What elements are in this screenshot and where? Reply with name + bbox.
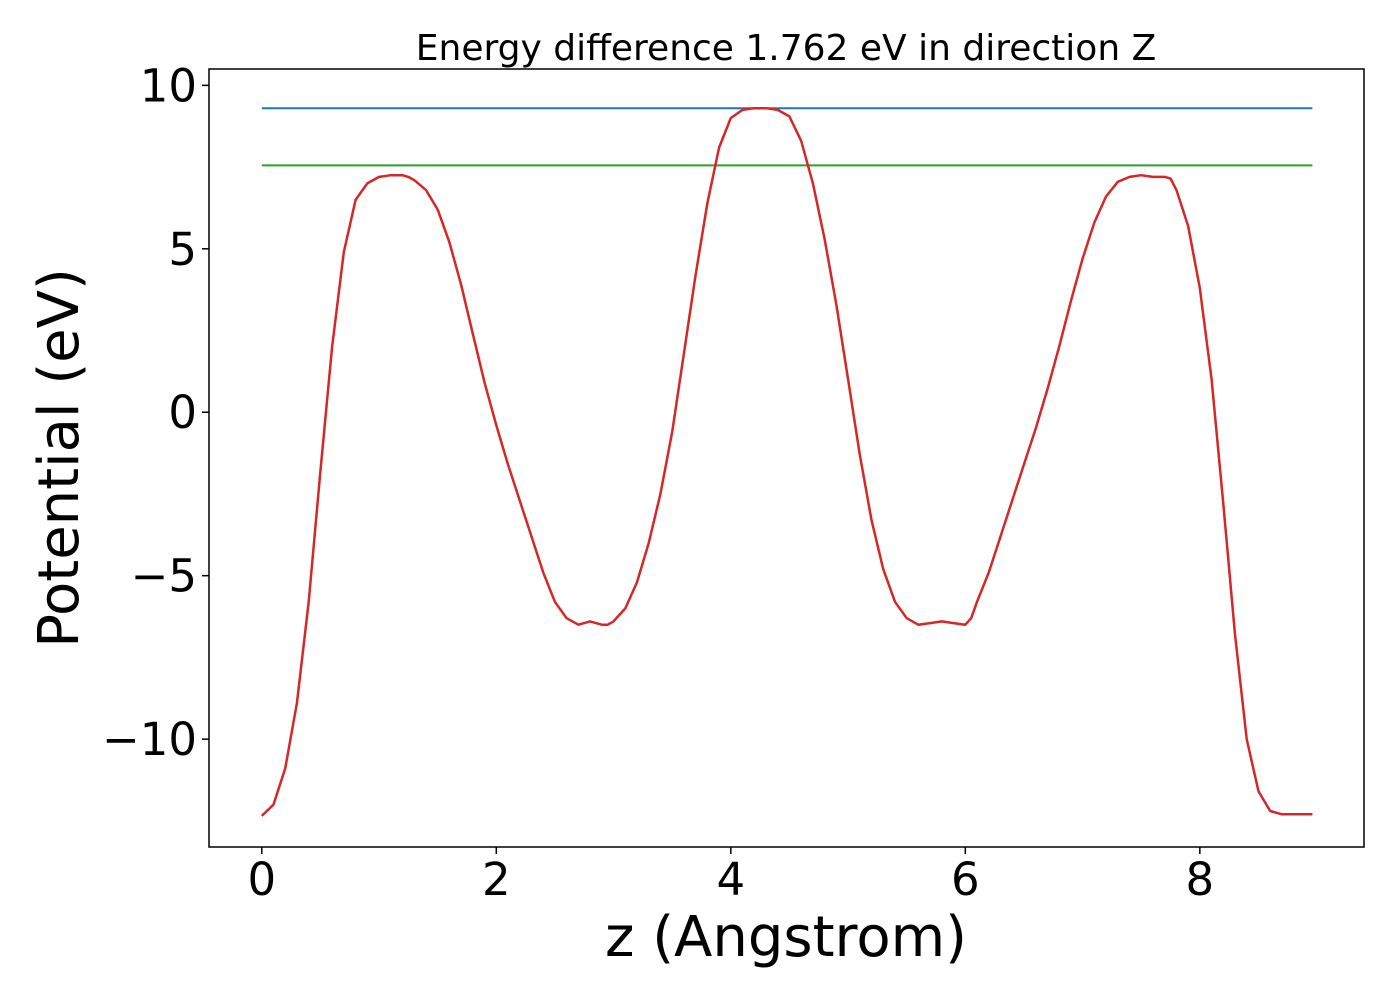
y-axis-label: Potential (eV): [27, 268, 92, 648]
chart-title: Energy difference 1.762 eV in direction …: [416, 28, 1157, 69]
x-tick-label: 4: [716, 853, 745, 906]
plot-frame: [208, 68, 1365, 848]
x-tick-label: 2: [482, 853, 511, 906]
x-tick-label: 0: [247, 853, 276, 906]
y-tick-label: −10: [102, 713, 197, 766]
y-tick-label: −5: [131, 550, 197, 603]
y-axis: 10 5 0 −5 −10: [102, 59, 209, 766]
y-tick-label: 10: [140, 59, 197, 112]
x-axis-label: z (Angstrom): [605, 905, 967, 970]
y-tick-label: 5: [168, 223, 197, 276]
x-tick-label: 6: [951, 853, 980, 906]
x-tick-label: 8: [1186, 853, 1215, 906]
series-line-2: [260, 106, 1313, 817]
y-tick-label: 0: [168, 386, 197, 439]
plot-lines: [260, 106, 1313, 817]
x-axis: 0 2 4 6 8: [247, 847, 1214, 906]
